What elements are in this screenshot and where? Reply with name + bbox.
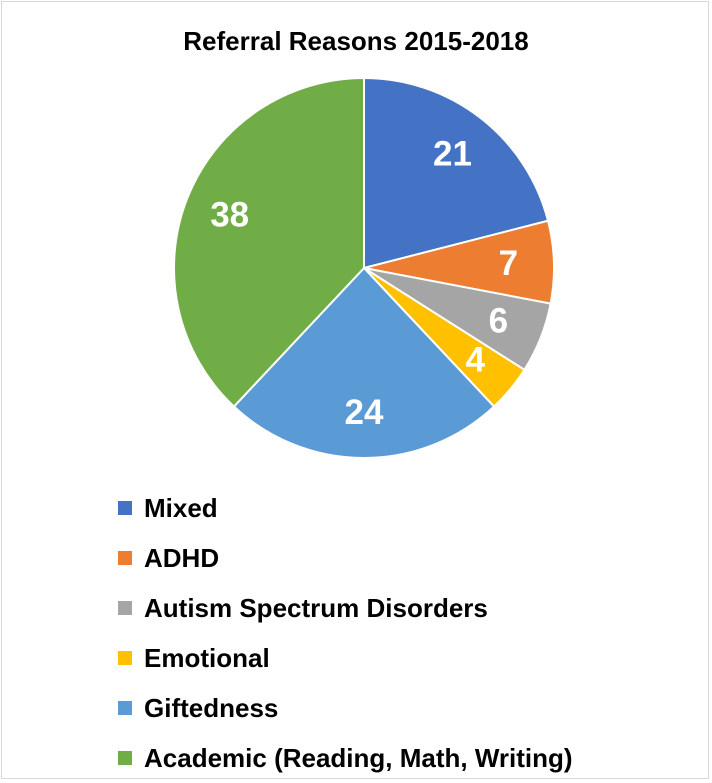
legend-item: ADHD [118, 533, 573, 583]
data-label: 21 [433, 134, 472, 173]
chart-title: Referral Reasons 2015-2018 [183, 26, 529, 56]
chart-legend: Mixed ADHD Autism Spectrum Disorders Emotio… [118, 483, 573, 783]
legend-label: Giftedness [144, 692, 279, 723]
legend-swatch [118, 751, 132, 765]
legend-swatch [118, 701, 132, 715]
data-label: 4 [466, 341, 486, 380]
legend-item: Academic (Reading, Math, Writing) [118, 733, 573, 783]
legend-swatch [118, 601, 132, 615]
legend-label: Emotional [144, 642, 270, 673]
pie-slice-academic-reading-math-writing [173, 77, 365, 408]
data-label: 7 [499, 244, 518, 283]
data-label: 38 [210, 195, 249, 234]
legend-label: ADHD [144, 542, 220, 573]
pie-slice-mixed [363, 77, 550, 269]
legend-swatch [118, 501, 132, 515]
legend-label: Autism Spectrum Disorders [144, 592, 488, 623]
legend-item: Giftedness [118, 683, 573, 733]
pie-slice-giftedness [232, 267, 496, 459]
legend-item: Emotional [118, 633, 573, 683]
legend-item: Autism Spectrum Disorders [118, 583, 573, 633]
legend-label: Mixed [144, 492, 218, 523]
legend-swatch [118, 551, 132, 565]
legend-item: Mixed [118, 483, 573, 533]
data-label: 24 [345, 393, 384, 432]
legend-label: Academic (Reading, Math, Writing) [144, 742, 573, 773]
data-label: 6 [489, 302, 508, 341]
legend-swatch [118, 651, 132, 665]
